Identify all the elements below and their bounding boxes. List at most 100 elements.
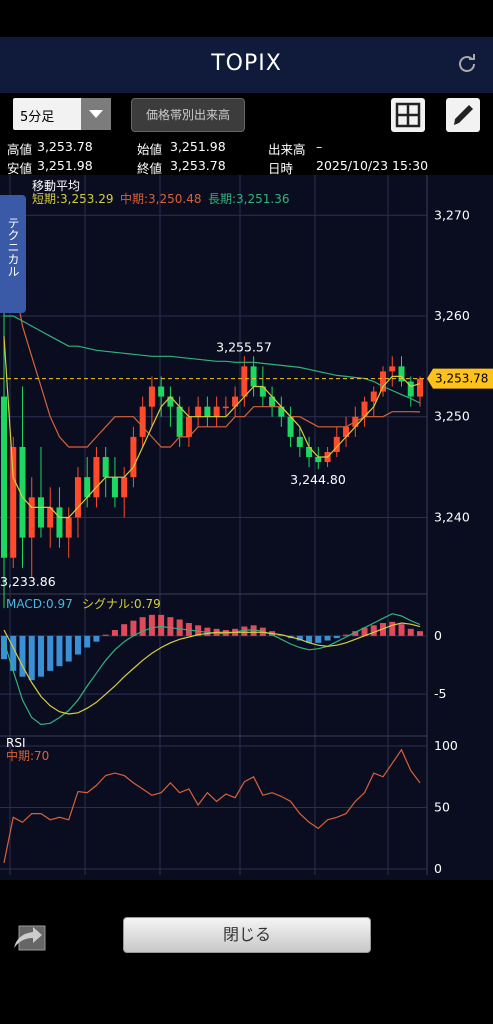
legend-short: 短期:3,253.29 bbox=[32, 192, 113, 206]
info-high-value: 3,253.78 bbox=[37, 139, 93, 154]
candle-body bbox=[398, 366, 405, 382]
draw-tool-button[interactable] bbox=[446, 98, 480, 132]
macd-histogram-bar bbox=[241, 626, 248, 636]
signal-line bbox=[3, 622, 421, 715]
candle-body bbox=[315, 457, 322, 463]
macd-histogram-bar bbox=[65, 635, 72, 662]
grid-icon bbox=[395, 102, 421, 128]
info-open-value: 3,251.98 bbox=[170, 139, 226, 154]
candle-body bbox=[232, 396, 239, 407]
macd-tick-label: 0 bbox=[434, 628, 442, 643]
x-tick-label: 10:00 bbox=[67, 879, 103, 880]
macd-histogram-bar bbox=[306, 635, 313, 643]
info-close-value: 3,253.78 bbox=[170, 158, 226, 173]
ma-mid-line bbox=[3, 235, 421, 448]
rsi-tick-label: 0 bbox=[434, 861, 442, 876]
candle-body bbox=[269, 396, 276, 407]
macd-histogram-bar bbox=[19, 635, 26, 677]
candle-body bbox=[121, 477, 128, 498]
candle-body bbox=[278, 406, 285, 417]
candle-body bbox=[111, 477, 118, 498]
info-low-label: 安値 bbox=[7, 161, 33, 176]
legend-long: 長期:3,251.36 bbox=[208, 192, 289, 206]
macd-histogram-bar bbox=[56, 635, 63, 667]
candle-body bbox=[93, 457, 100, 498]
page-title: TOPIX bbox=[211, 51, 282, 76]
macd-histogram-bar bbox=[324, 635, 331, 641]
candle-body bbox=[74, 477, 81, 518]
grid-layout-button[interactable] bbox=[391, 98, 425, 132]
macd-histogram-bar bbox=[1, 635, 7, 660]
rsi-tick-label: 50 bbox=[434, 800, 450, 815]
candle-body bbox=[343, 426, 350, 437]
volume-profile-button[interactable]: 価格帯別出来高 bbox=[131, 98, 245, 132]
info-open-label: 始値 bbox=[137, 142, 163, 157]
macd-histogram-bar bbox=[296, 635, 303, 641]
chevron-down-icon bbox=[81, 98, 111, 130]
candle-body bbox=[250, 366, 257, 387]
price-tick-label: 3,240 bbox=[434, 509, 470, 524]
macd-histogram-bar bbox=[195, 625, 202, 636]
rsi-tick-label: 100 bbox=[434, 738, 458, 753]
candle-body bbox=[37, 497, 44, 528]
macd-histogram-bar bbox=[167, 617, 174, 636]
refresh-icon[interactable] bbox=[455, 52, 479, 76]
ma-short-line bbox=[3, 336, 421, 519]
technical-tab[interactable]: テクニカル bbox=[0, 195, 26, 313]
candle-body bbox=[19, 446, 26, 538]
price-tick-label: 3,260 bbox=[434, 308, 470, 323]
ma-title: 移動平均 bbox=[32, 179, 80, 193]
macd-histogram-bar bbox=[130, 620, 137, 636]
back-icon[interactable] bbox=[11, 918, 47, 952]
last-price-badge bbox=[427, 368, 493, 389]
x-tick-label: 14:00 bbox=[297, 879, 333, 880]
info-high-label: 高値 bbox=[7, 142, 33, 157]
macd-histogram-bar bbox=[407, 628, 414, 636]
last-price-label: 3,253.78 bbox=[435, 372, 488, 386]
x-tick-label: 15:00 bbox=[370, 879, 406, 880]
candle-body bbox=[306, 446, 313, 458]
interval-label: 5分足 bbox=[20, 110, 55, 125]
macd-histogram-bar bbox=[111, 630, 118, 636]
macd-histogram-bar bbox=[37, 635, 44, 677]
candle-body bbox=[167, 396, 174, 407]
interval-select[interactable]: 5分足 bbox=[13, 98, 111, 130]
candle-body bbox=[389, 366, 396, 372]
close-button[interactable]: 閉じる bbox=[123, 917, 371, 953]
macd-histogram-bar bbox=[417, 631, 423, 636]
info-volume-value: – bbox=[316, 139, 323, 154]
info-volume-label: 出来高 bbox=[268, 142, 306, 157]
technical-tab-label: テクニカル bbox=[6, 217, 20, 277]
candle-body bbox=[407, 381, 414, 397]
legend-mid: 中期:3,250.48 bbox=[120, 191, 201, 206]
app-header: TOPIX bbox=[0, 37, 493, 93]
candle-body bbox=[259, 386, 266, 397]
candle-body bbox=[28, 497, 35, 538]
annotation-day-low: 3,233.86 bbox=[0, 574, 56, 589]
candle-body bbox=[380, 371, 387, 392]
candle-body bbox=[370, 391, 377, 402]
candle-body bbox=[84, 477, 91, 498]
candle-body bbox=[185, 416, 192, 437]
macd-histogram-bar bbox=[102, 634, 109, 636]
x-tick-label: 09:00 bbox=[0, 879, 28, 880]
candle-body bbox=[65, 517, 72, 538]
macd-histogram-bar bbox=[148, 614, 155, 636]
legend-rsi: 中期:70 bbox=[6, 748, 49, 763]
price-tick-label: 3,270 bbox=[434, 207, 470, 222]
candle-body bbox=[176, 406, 183, 437]
macd-histogram-bar bbox=[74, 635, 81, 655]
macd-histogram-bar bbox=[176, 619, 183, 636]
info-close-label: 終値 bbox=[137, 161, 163, 176]
candle-body bbox=[241, 366, 248, 397]
candle-body bbox=[1, 396, 7, 558]
info-low-value: 3,251.98 bbox=[37, 158, 93, 173]
macd-histogram-bar bbox=[343, 634, 350, 636]
pencil-icon bbox=[454, 105, 473, 125]
candle-body bbox=[47, 507, 54, 528]
macd-tick-label: -5 bbox=[434, 686, 446, 701]
macd-histogram-bar bbox=[361, 627, 368, 636]
macd-histogram-bar bbox=[139, 617, 146, 636]
candle-body bbox=[130, 436, 137, 478]
candle-body bbox=[56, 507, 63, 538]
